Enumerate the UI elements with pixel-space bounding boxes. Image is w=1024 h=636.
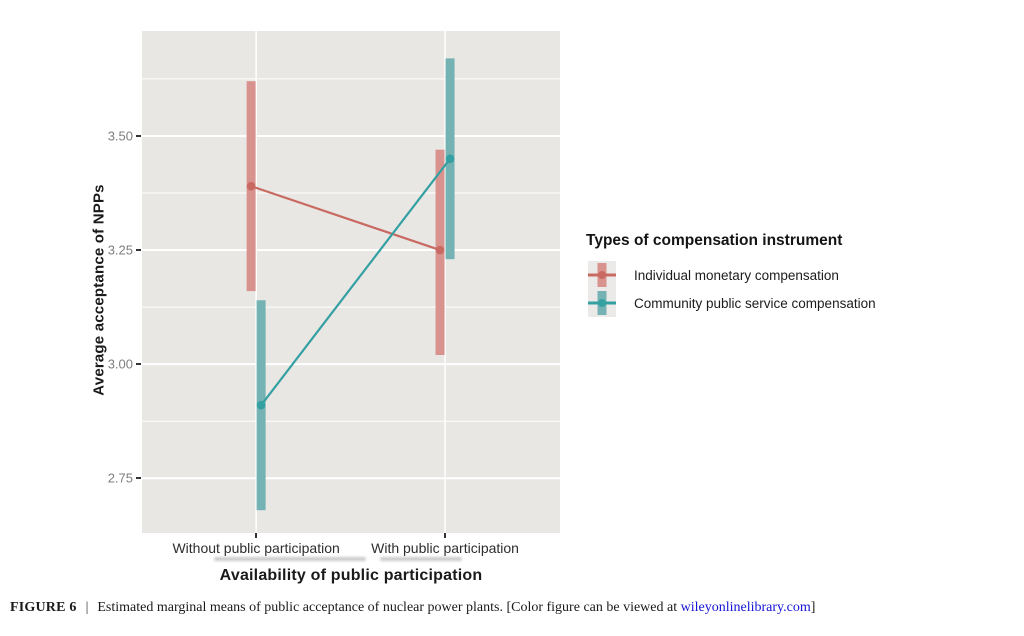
data-point	[445, 154, 455, 164]
cropped-text-artifact	[214, 557, 366, 561]
y-tick-mark	[136, 363, 141, 366]
legend-rows: Individual monetary compensation Communit…	[588, 261, 876, 317]
legend: Types of compensation instrument Individ…	[586, 232, 876, 317]
plot-panel	[142, 31, 560, 533]
legend-key-icon	[588, 289, 616, 317]
cropped-text-artifact	[380, 557, 462, 561]
y-tick-label: 2.75	[107, 470, 133, 486]
legend-label: Community public service compensation	[634, 295, 876, 311]
x-tick-label: Without public participation	[172, 540, 340, 556]
series-line	[260, 158, 451, 406]
x-tick-mark	[255, 533, 258, 538]
caption-link[interactable]: wileyonlinelibrary.com	[680, 600, 811, 615]
panel-background	[142, 31, 560, 533]
chart-canvas	[142, 31, 560, 533]
x-tick-label: With public participation	[371, 540, 519, 556]
y-tick-label: 3.00	[107, 356, 133, 372]
legend-row: Community public service compensation	[588, 289, 876, 317]
y-tick-mark	[136, 477, 141, 480]
series-line	[250, 185, 441, 252]
legend-row: Individual monetary compensation	[588, 261, 876, 289]
legend-title: Types of compensation instrument	[586, 232, 843, 249]
caption-separator: |	[85, 600, 89, 615]
x-axis-title: Availability of public participation	[219, 567, 483, 584]
y-tick-mark	[136, 249, 141, 252]
caption-text: Estimated marginal means of public accep…	[97, 600, 681, 615]
figure-number: FIGURE 6	[10, 600, 77, 615]
figure-caption: FIGURE 6 | Estimated marginal means of pub…	[10, 600, 1014, 616]
caption-text-end: ]	[810, 600, 816, 615]
data-point	[256, 400, 266, 410]
legend-key-icon	[588, 261, 616, 289]
legend-label: Individual monetary compensation	[634, 267, 839, 283]
data-point	[246, 181, 256, 191]
y-tick-mark	[136, 134, 141, 137]
y-tick-label: 3.50	[107, 128, 133, 144]
y-tick-label: 3.25	[107, 242, 133, 258]
data-point	[435, 245, 445, 255]
x-tick-mark	[444, 533, 447, 538]
